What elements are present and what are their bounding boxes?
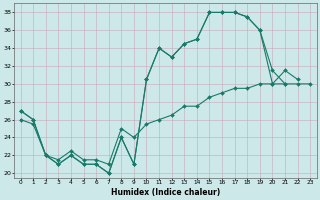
X-axis label: Humidex (Indice chaleur): Humidex (Indice chaleur) [111, 188, 220, 197]
